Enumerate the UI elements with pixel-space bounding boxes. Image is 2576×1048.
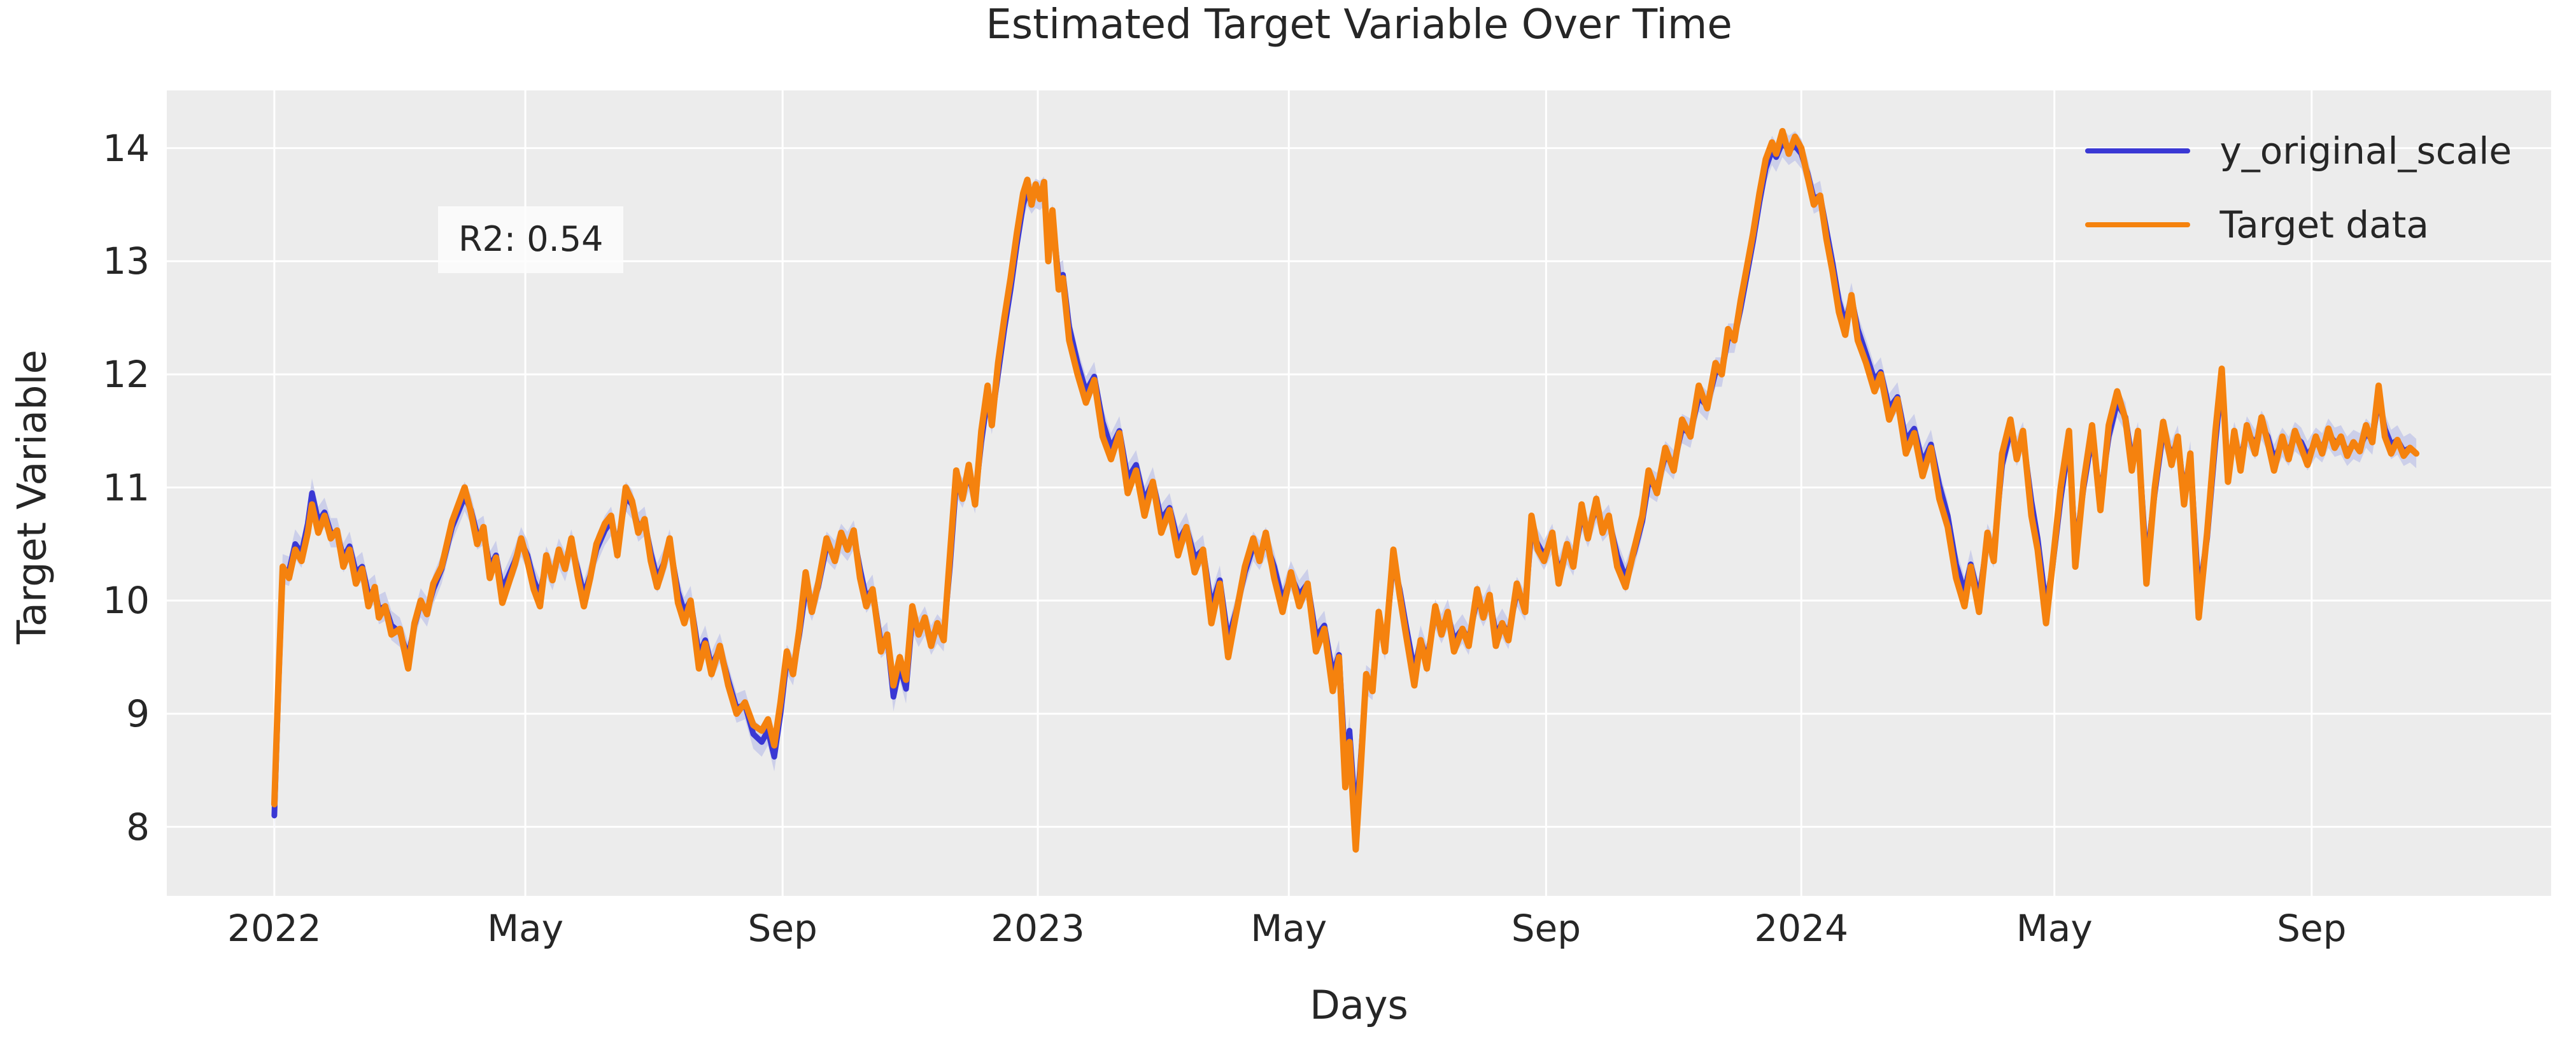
legend-item-target: Target data [2085, 199, 2512, 251]
x-tick-label: May [1959, 907, 2150, 950]
legend: y_original_scale Target data [2085, 125, 2512, 251]
x-tick-label: Sep [687, 907, 878, 950]
target-line-swatch [2085, 222, 2190, 227]
y-tick-label: 8 [19, 805, 150, 849]
x-tick-label: 2023 [942, 907, 1133, 950]
y-axis-label: Target Variable [9, 306, 55, 688]
y-tick-label: 9 [19, 692, 150, 735]
x-tick-label: Sep [2216, 907, 2407, 950]
estimate-line-swatch [2085, 148, 2190, 153]
x-axis-label: Days [167, 982, 2551, 1028]
chart-title: Estimated Target Variable Over Time [167, 1, 2551, 48]
legend-label-estimate: y_original_scale [2219, 129, 2512, 173]
x-tick-label: May [1193, 907, 1384, 950]
y-tick-label: 14 [19, 127, 150, 170]
r2-annotation: R2: 0.54 [438, 206, 623, 273]
x-tick-label: 2024 [1706, 907, 1897, 950]
y-tick-label: 13 [19, 239, 150, 283]
figure: Estimated Target Variable Over Time R2: … [0, 0, 2576, 1048]
legend-label-target: Target data [2219, 203, 2429, 246]
x-tick-label: May [430, 907, 621, 950]
x-tick-label: Sep [1450, 907, 1641, 950]
legend-item-estimate: y_original_scale [2085, 125, 2512, 177]
x-tick-label: 2022 [179, 907, 370, 950]
